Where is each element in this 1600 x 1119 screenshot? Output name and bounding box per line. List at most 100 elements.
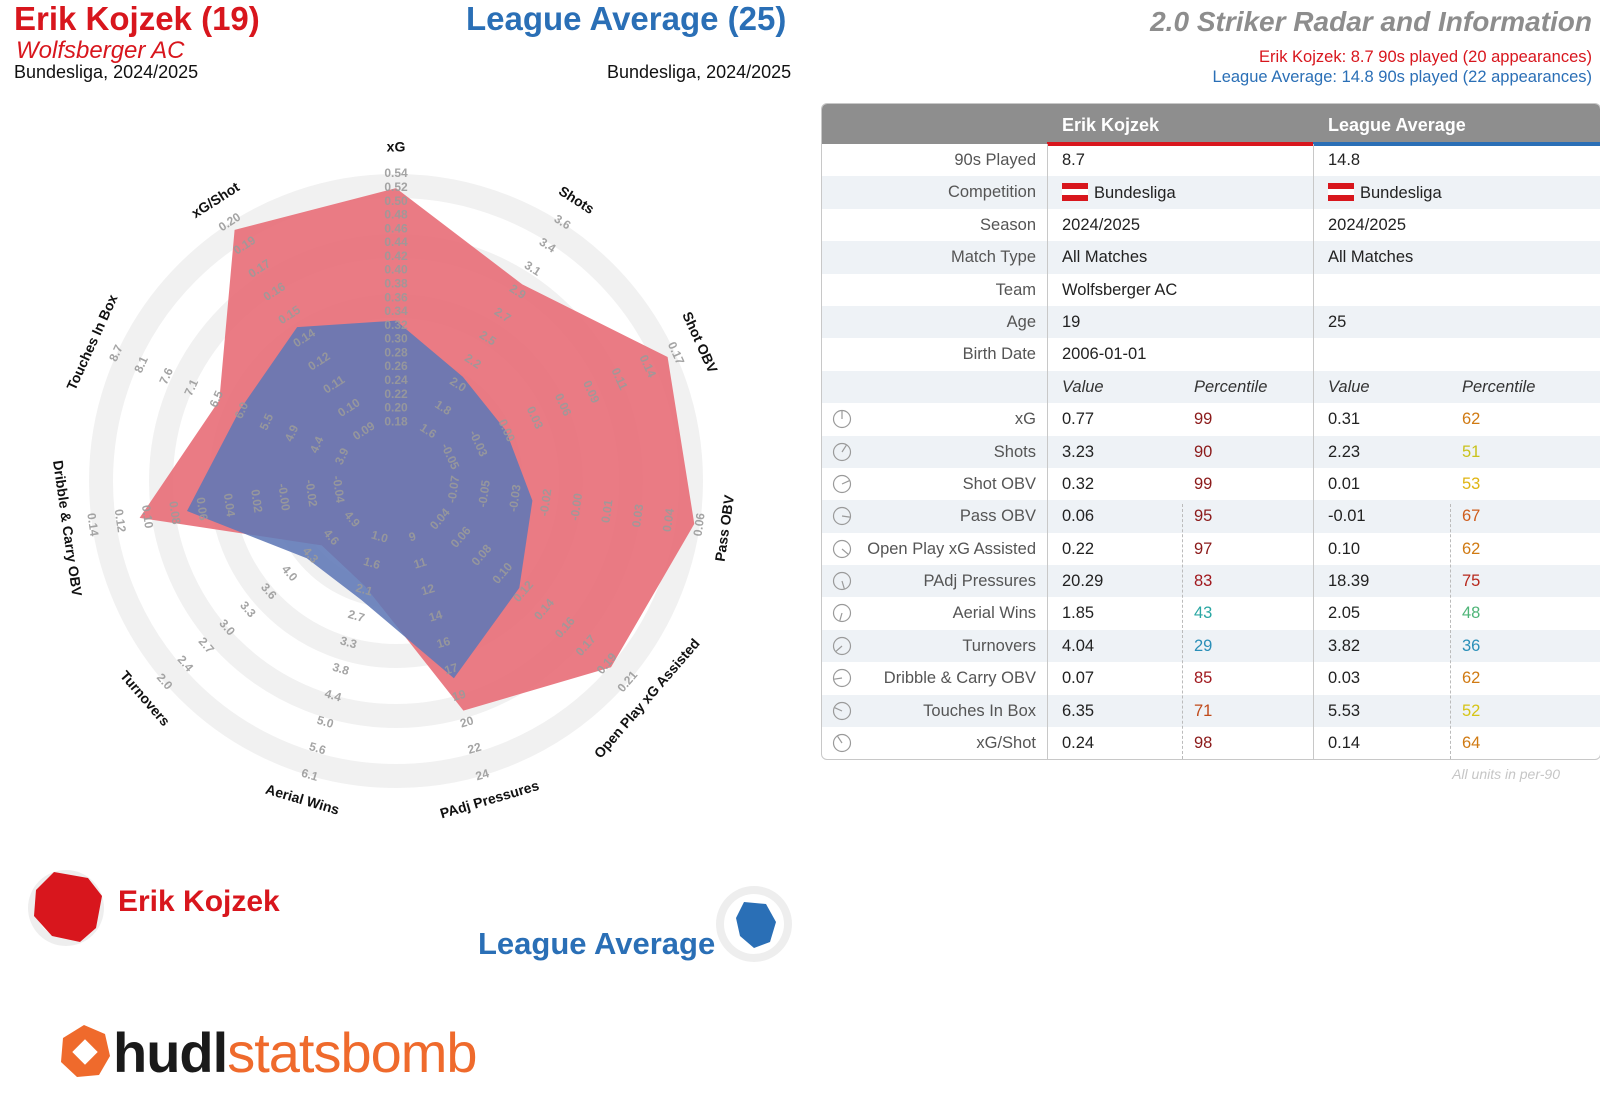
stat-player-percentile: 71 bbox=[1194, 701, 1213, 720]
stat-player-value: 4.04 bbox=[1062, 636, 1095, 655]
radar-tick-label: 0.32 bbox=[384, 318, 408, 332]
stat-average-percentile: 67 bbox=[1462, 507, 1481, 526]
radar-tick-label: 0.54 bbox=[384, 166, 408, 180]
radar-tick-label: 0.20 bbox=[384, 401, 408, 415]
stat-player-percentile: 90 bbox=[1194, 442, 1213, 461]
radar-tick-label: 6.5 bbox=[207, 388, 227, 409]
stat-row: Touches In Box 6.35 71 5.53 52 bbox=[822, 694, 1600, 728]
stat-player-value: 6.35 bbox=[1062, 701, 1095, 720]
radar-axis-label: Pass OBV bbox=[712, 493, 737, 562]
stat-average-percentile: 75 bbox=[1462, 572, 1481, 591]
radar-tick-label: 0.18 bbox=[384, 414, 408, 428]
stat-dial-icon bbox=[832, 442, 852, 461]
radar-tick-label: 7.6 bbox=[156, 365, 176, 386]
brand-part2: statsbomb bbox=[227, 1021, 477, 1084]
radar-tick-label: 0.01 bbox=[598, 498, 615, 523]
info-label: 90s Played bbox=[954, 151, 1036, 169]
stat-row: PAdj Pressures 20.29 83 18.39 75 bbox=[822, 565, 1600, 598]
stat-player-value: 0.77 bbox=[1062, 410, 1095, 429]
stat-label: Shot OBV bbox=[962, 474, 1036, 493]
report-title: 2.0 Striker Radar and Information bbox=[1150, 6, 1592, 37]
stat-dial-icon bbox=[832, 539, 852, 558]
radar-tick-label: 0.24 bbox=[384, 373, 408, 387]
radar-tick-label: 0.48 bbox=[384, 208, 408, 222]
radar-tick-label: 4.9 bbox=[282, 422, 302, 443]
stat-row: xG/Shot 0.24 98 0.14 64 bbox=[822, 727, 1600, 759]
info-label: Age bbox=[1006, 312, 1036, 331]
radar-tick-label: 0.02 bbox=[248, 488, 265, 513]
info-player-value: 2006-01-01 bbox=[1062, 345, 1147, 364]
stat-average-value: 18.39 bbox=[1328, 572, 1370, 591]
player-percentile-head: Percentile bbox=[1194, 377, 1268, 396]
info-player-value: 8.7 bbox=[1062, 151, 1085, 169]
stat-row: Pass OBV 0.06 95 -0.01 67 bbox=[822, 500, 1600, 533]
stat-average-value: 0.10 bbox=[1328, 539, 1361, 558]
stat-player-value: 0.32 bbox=[1062, 474, 1095, 493]
stat-average-percentile: 51 bbox=[1462, 442, 1481, 461]
radar-tick-label: 0.08 bbox=[166, 500, 183, 525]
radar-tick-label: 0.26 bbox=[384, 359, 408, 373]
radar-tick-label: 0.52 bbox=[384, 180, 408, 194]
stat-dial-icon bbox=[832, 636, 852, 655]
radar-tick-label: 3.8 bbox=[331, 660, 351, 678]
radar-tick-label: 0.03 bbox=[629, 503, 646, 528]
radar-tick-label: 4.4 bbox=[307, 434, 327, 455]
radar-tick-label: -0.00 bbox=[275, 483, 293, 512]
radar-tick-label: 3.3 bbox=[339, 633, 359, 651]
stat-row: Aerial Wins 1.85 43 2.05 48 bbox=[822, 597, 1600, 629]
brand-part1: hudl bbox=[113, 1021, 228, 1084]
stat-player-percentile: 99 bbox=[1194, 410, 1213, 429]
radar-tick-label: 4.0 bbox=[279, 562, 301, 584]
stat-dial-icon bbox=[832, 669, 852, 688]
average-legend-swatch bbox=[716, 886, 792, 962]
info-average-value: 2024/2025 bbox=[1328, 215, 1406, 234]
radar-tick-label: 12 bbox=[419, 581, 436, 598]
stat-average-percentile: 53 bbox=[1462, 474, 1481, 493]
radar-tick-label: 0.40 bbox=[384, 263, 408, 277]
info-average-value: 25 bbox=[1328, 312, 1347, 331]
radar-tick-label: 3.9 bbox=[332, 445, 352, 466]
stat-player-value: 0.24 bbox=[1062, 734, 1095, 753]
table-head-player: Erik Kojzek bbox=[1062, 115, 1160, 135]
radar-tick-label: 7.1 bbox=[181, 377, 201, 398]
info-row: Match Type All Matches All Matches bbox=[822, 241, 1600, 274]
stat-player-percentile: 98 bbox=[1194, 734, 1213, 753]
stat-row: Dribble & Carry OBV 0.07 85 0.03 62 bbox=[822, 662, 1600, 694]
average-legend-label: League Average bbox=[478, 926, 716, 961]
stat-player-percentile: 85 bbox=[1194, 669, 1213, 688]
radar-tick-label: 8.7 bbox=[106, 342, 126, 363]
stat-row: Turnovers 4.04 29 3.82 36 bbox=[822, 629, 1600, 663]
table-body: 90s Played 8.7 14.8 Competition Bundesli… bbox=[822, 144, 1600, 759]
stat-player-value: 0.22 bbox=[1062, 539, 1095, 558]
info-row: Age 19 25 bbox=[822, 305, 1600, 339]
stat-dial-icon bbox=[832, 474, 852, 494]
stats-table: Erik Kojzek League Average 90s Played 8.… bbox=[821, 103, 1600, 761]
stat-dial-icon bbox=[832, 701, 852, 720]
stat-player-value: 0.07 bbox=[1062, 669, 1095, 688]
stat-label: Touches In Box bbox=[923, 701, 1036, 720]
stat-average-value: 0.03 bbox=[1328, 669, 1361, 688]
stat-average-percentile: 62 bbox=[1462, 410, 1481, 429]
stat-row: xG 0.77 99 0.31 62 bbox=[822, 403, 1600, 435]
radar-tick-label: -0.00 bbox=[567, 492, 585, 521]
stat-average-value: 0.14 bbox=[1328, 734, 1361, 753]
radar-tick-label: -0.03 bbox=[506, 483, 524, 512]
radar-tick-label: 9 bbox=[407, 529, 418, 544]
stat-label: xG/Shot bbox=[976, 734, 1036, 753]
radar-tick-label: 4.4 bbox=[323, 686, 343, 704]
radar-tick-label: 0.28 bbox=[384, 345, 408, 359]
radar-tick-label: 14 bbox=[427, 607, 444, 624]
radar-axis-label: Shot OBV bbox=[679, 309, 721, 376]
radar-tick-label: 5.5 bbox=[257, 411, 277, 432]
radar-tick-label: 20 bbox=[458, 713, 475, 730]
average-minutes-note: League Average: 14.8 90s played (22 appe… bbox=[1212, 68, 1592, 86]
radar-tick-label: 22 bbox=[466, 740, 483, 757]
radar-axis-label: xG bbox=[387, 139, 406, 155]
stat-player-percentile: 97 bbox=[1194, 539, 1213, 558]
stat-average-percentile: 48 bbox=[1462, 604, 1481, 623]
info-label: Match Type bbox=[951, 248, 1036, 267]
player-legend-swatch bbox=[28, 870, 104, 946]
stat-average-percentile: 52 bbox=[1462, 701, 1481, 720]
radar-tick-label: 11 bbox=[412, 555, 428, 572]
info-row: Birth Date 2006-01-01 bbox=[822, 338, 1600, 370]
